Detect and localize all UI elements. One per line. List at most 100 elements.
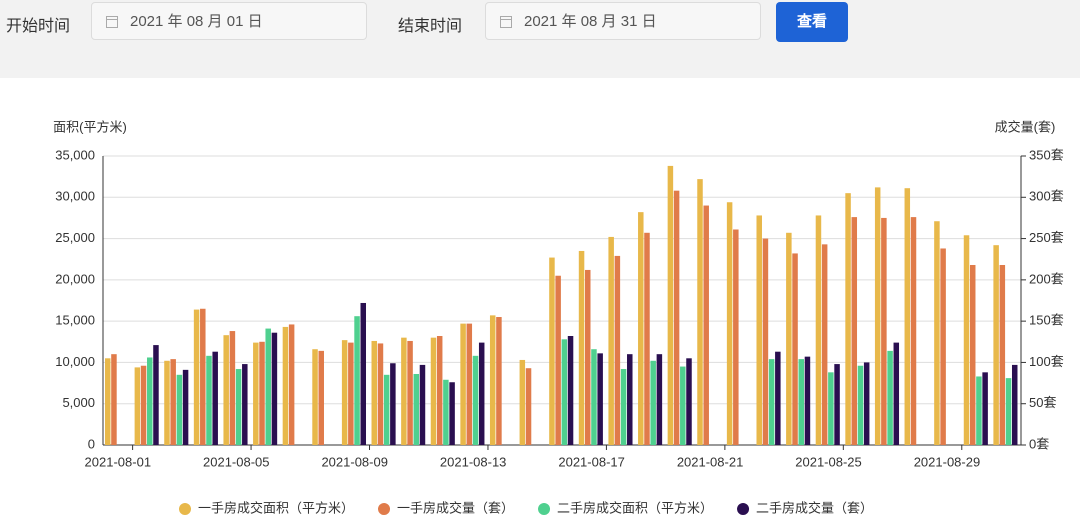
- bar: [993, 245, 999, 445]
- bar: [733, 229, 739, 445]
- bar: [620, 369, 627, 445]
- bar: [726, 202, 733, 445]
- bar: [999, 264, 1006, 445]
- legend-marker: [538, 503, 551, 515]
- bar: [105, 358, 111, 445]
- bar: [496, 317, 502, 445]
- bar: [673, 190, 680, 445]
- bar: [881, 217, 887, 445]
- bar: [887, 350, 893, 445]
- bar: [976, 376, 982, 445]
- bar: [762, 238, 769, 445]
- bar: [413, 373, 420, 445]
- y-tick-label: 10,000: [55, 354, 95, 369]
- bar: [170, 359, 176, 445]
- end-date: 2021 年 08 月 31 日: [524, 13, 657, 30]
- bar: [775, 351, 781, 445]
- bar: [608, 236, 614, 445]
- bar: [443, 379, 449, 445]
- bar: [578, 250, 585, 445]
- bar: [377, 343, 384, 445]
- bar: [597, 353, 603, 445]
- y2-tick-label: 350套: [1029, 147, 1064, 162]
- bar: [644, 232, 650, 445]
- bar: [371, 340, 378, 445]
- bar: [851, 217, 858, 445]
- bar: [904, 188, 911, 445]
- bar: [821, 244, 828, 445]
- bar: [460, 323, 466, 445]
- bar: [874, 187, 881, 445]
- y-tick-label: 5,000: [62, 395, 95, 410]
- bar: [656, 354, 663, 445]
- bar: [449, 382, 455, 445]
- end-date-input[interactable]: 2021 年 08 月 31 日: [485, 2, 761, 40]
- legend-label: 一手房成交面积（平方米）: [198, 500, 354, 515]
- bar: [697, 179, 703, 445]
- bar: [786, 232, 792, 445]
- x-tick-label: 2021-08-13: [440, 454, 507, 469]
- bar: [982, 372, 988, 445]
- bar: [756, 215, 762, 445]
- bar: [253, 342, 259, 445]
- bar: [176, 374, 183, 445]
- legend-label: 一手房成交量（套）: [397, 500, 514, 515]
- bar: [934, 221, 940, 445]
- bar: [591, 349, 597, 445]
- bar: [650, 360, 656, 445]
- bar: [815, 215, 822, 445]
- end-label: 结束时间: [398, 18, 463, 35]
- x-tick-label: 2021-08-09: [321, 454, 388, 469]
- bar: [489, 315, 496, 445]
- toolbar: 开始时间 2021 年 08 月 01 日 结束时间 2021 年 08 月 3…: [0, 0, 1080, 78]
- legend-label: 二手房成交面积（平方米）: [557, 500, 713, 515]
- bar: [271, 332, 278, 445]
- bar: [834, 364, 840, 445]
- x-tick-label: 2021-08-25: [795, 454, 862, 469]
- calendar-icon: [106, 16, 118, 28]
- y2-axis-title: 成交量(套): [995, 119, 1056, 134]
- bar: [845, 193, 851, 445]
- bar: [525, 368, 532, 445]
- start-label: 开始时间: [6, 18, 71, 35]
- bar: [1011, 364, 1018, 445]
- y2-tick-label: 300套: [1029, 189, 1064, 204]
- x-tick-label: 2021-08-21: [677, 454, 744, 469]
- start-date-input[interactable]: 2021 年 08 月 01 日: [91, 2, 367, 40]
- bar: [555, 275, 561, 445]
- bar: [963, 235, 970, 445]
- legend-marker: [737, 503, 750, 515]
- bar: [686, 358, 692, 445]
- bar: [798, 359, 804, 445]
- bar: [893, 342, 900, 445]
- bar: [857, 365, 864, 445]
- bar: [288, 324, 295, 445]
- bar: [164, 360, 170, 445]
- x-tick-label: 2021-08-17: [558, 454, 625, 469]
- chart: 面积(平方米) 成交量(套) 0 5,000 10,000 15,000 20,000 2…: [53, 119, 1064, 515]
- y2-tick-label: 0套: [1029, 436, 1049, 451]
- bar: [627, 354, 633, 445]
- y-tick-label: 35,000: [55, 147, 95, 162]
- bar: [259, 341, 265, 445]
- x-tick-label: 2021-08-01: [85, 454, 152, 469]
- bar: [407, 340, 413, 445]
- query-button[interactable]: 查看: [776, 2, 848, 42]
- bar: [140, 365, 147, 445]
- bar: [614, 255, 621, 445]
- bar: [265, 328, 271, 445]
- y-tick-label: 25,000: [55, 230, 95, 245]
- bar: [667, 165, 674, 445]
- bar: [561, 339, 568, 445]
- bar: [282, 326, 289, 445]
- y2-tick-label: 150套: [1029, 313, 1064, 328]
- y-axis-title: 面积(平方米): [53, 119, 127, 134]
- bar: [147, 357, 153, 445]
- legend-label: 二手房成交量（套）: [756, 500, 873, 515]
- bar: [969, 264, 976, 445]
- bar: [472, 355, 479, 445]
- bar: [242, 364, 248, 445]
- bar: [134, 367, 141, 445]
- x-tick-label: 2021-08-05: [203, 454, 270, 469]
